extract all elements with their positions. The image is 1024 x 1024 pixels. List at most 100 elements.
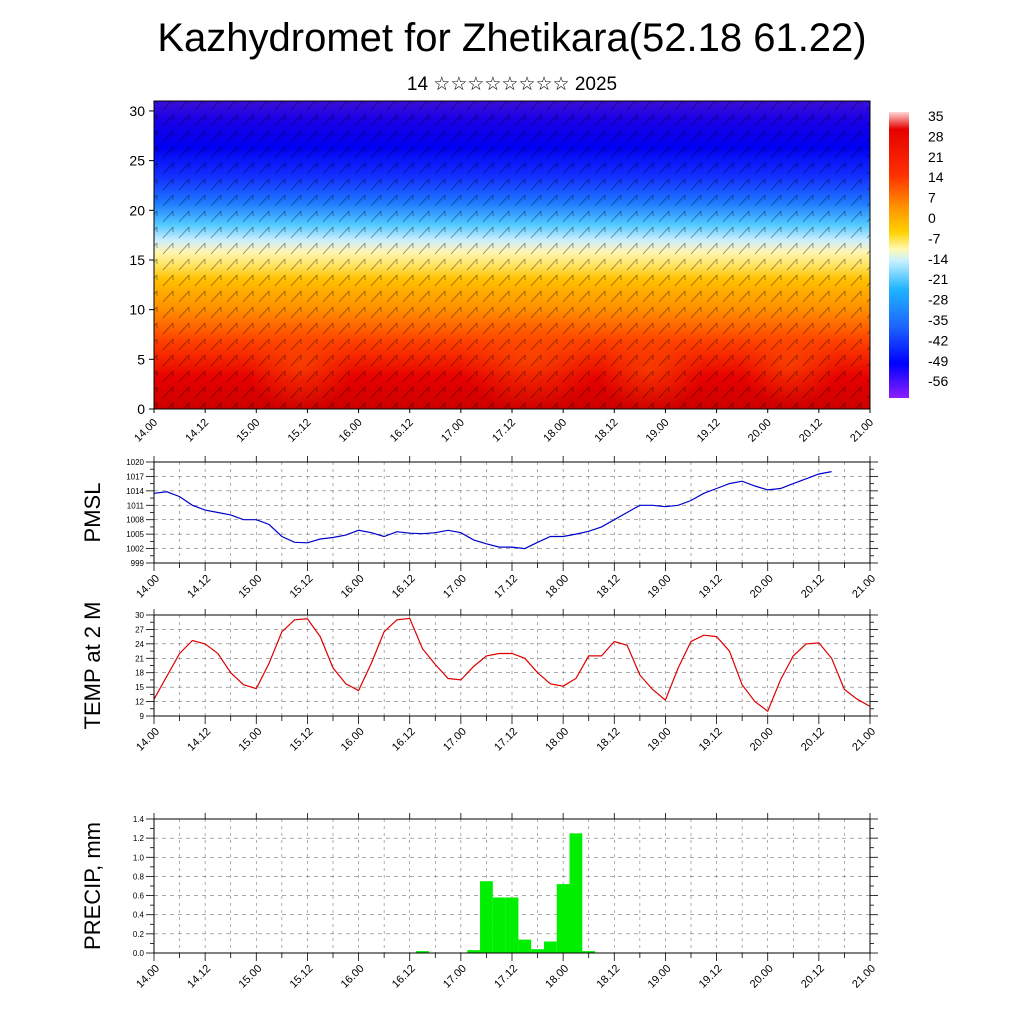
x-tick-label: 19.12 [697,573,725,601]
x-tick-label: 17.00 [441,573,469,601]
x-tick-label: 19.00 [646,573,674,601]
y-tick-label: 21 [135,654,144,663]
x-tick-label: 16.00 [339,963,367,991]
cross-section-x-axis: 14.00 14.12 15.00 15.12 16.00 16.12 17.00 17.12… [132,409,876,445]
x-tick-label: 17.12 [492,726,520,754]
y-tick-label: 0.4 [133,911,145,920]
y-tick-label: 15 [129,252,145,268]
y-tick-label: 5 [137,351,145,367]
y-axis-title: TEMP at 2 M [80,602,105,730]
precip-bar [531,949,544,953]
colorbar-label: -7 [928,230,941,246]
x-tick-label: 16.00 [339,573,367,601]
colorbar-label: -42 [928,332,948,348]
y-tick-label: 1.4 [133,815,145,824]
precip-panel: 0.0 0.2 0.4 0.6 0.8 1.0 1.2 1.4 14.00 14.12 15.00 1… [80,813,878,991]
x-tick-label: 14.12 [183,417,211,445]
precip-bar [416,951,429,953]
colorbar-label: -56 [928,373,948,389]
x-tick-label: 18.12 [594,573,622,601]
colorbar-label: 7 [928,190,936,206]
cross-section-panel: 0 5 10 15 20 25 30 14.00 14.12 15.00 15.12 16.00 16… [129,100,876,445]
precip-bar [569,833,583,953]
y-tick-label: 25 [129,153,145,169]
y-tick-label: 30 [129,103,145,119]
x-tick-label: 15.00 [234,417,262,445]
x-tick-label: 18.00 [543,573,571,601]
colorbar-label: -35 [928,312,948,328]
chart-title: Kazhydromet for Zhetikara(52.18 61.22) [157,16,867,60]
x-tick-label: 20.00 [748,726,776,754]
x-tick-label: 16.00 [339,726,367,754]
y-tick-label: 0 [137,401,145,417]
x-tick-label: 21.00 [850,573,878,601]
x-tick-label: 14.00 [132,417,160,445]
x-tick-label: 17.12 [492,963,520,991]
precip-bar [505,897,519,953]
x-tick-label: 18.12 [594,726,622,754]
y-axis-title: PMSL [80,483,105,543]
pmsl-series-line [153,471,832,550]
y-tick-label: 0.8 [133,872,145,881]
x-tick-label: 19.00 [646,726,674,754]
y-tick-label: 1.0 [133,853,145,862]
y-tick-label: 0.0 [133,949,145,958]
y-tick-label: 9 [140,712,145,721]
x-tick-label: 16.00 [337,417,365,445]
y-tick-label: 1017 [126,472,144,481]
x-tick-label: 17.12 [492,573,520,601]
precip-bar [518,939,532,953]
x-tick-label: 20.00 [748,963,776,991]
cross-section-y-axis: 0 5 10 15 20 25 30 [129,103,154,417]
colorbar-label: 35 [928,108,944,124]
colorbar-label: 14 [928,169,944,185]
y-tick-label: 18 [135,669,144,678]
x-tick-label: 18.00 [543,726,571,754]
temp-panel: 9 12 15 18 21 24 27 30 14.00 14.12 15.00 15.12 16.00… [80,602,878,754]
precip-bar [582,951,596,953]
y-tick-label: 12 [135,698,144,707]
y-tick-label: 24 [135,640,144,649]
x-tick-label: 14.12 [185,726,213,754]
x-tick-label: 20.12 [799,963,827,991]
y-tick-label: 20 [129,202,145,218]
x-tick-label: 18.00 [541,417,569,445]
y-tick-label: 0.2 [133,930,145,939]
precip-bar [480,881,493,953]
x-tick-label: 17.00 [439,417,467,445]
x-tick-label: 14.12 [185,963,213,991]
y-tick-label: 1011 [127,501,145,510]
x-tick-label: 18.12 [594,963,622,991]
x-tick-label: 21.00 [850,963,878,991]
colorbar-label: -14 [928,251,948,267]
colorbar-label: -21 [928,271,948,287]
x-tick-label: 21.00 [850,726,878,754]
x-tick-label: 14.00 [134,726,162,754]
temp-series-line [153,617,871,713]
x-tick-label: 21.00 [848,417,876,445]
x-tick-label: 18.00 [543,963,571,991]
x-tick-label: 20.12 [797,417,825,445]
x-tick-label: 19.12 [697,726,725,754]
precip-bar [556,884,570,953]
x-tick-label: 18.12 [592,417,620,445]
precip-bar [543,941,557,953]
x-tick-label: 16.12 [390,726,418,754]
colorbar-label: 0 [928,210,936,226]
x-tick-label: 19.00 [644,417,672,445]
x-tick-label: 19.12 [697,963,725,991]
y-tick-label: 10 [129,302,145,318]
x-tick-label: 20.12 [799,726,827,754]
y-tick-label: 1005 [126,530,144,539]
colorbar-label: 21 [928,149,944,165]
y-tick-label: 1002 [126,545,144,554]
x-tick-label: 16.12 [388,417,416,445]
x-tick-label: 20.00 [748,573,776,601]
colorbar: 35 28 21 14 7 0 -7 -14 -21 -28 -35 -42 -49 -56 [889,108,948,398]
x-tick-label: 15.12 [288,963,316,991]
x-tick-label: 16.12 [390,573,418,601]
colorbar-label: -49 [928,353,948,369]
y-tick-label: 1020 [126,458,144,467]
x-tick-label: 15.12 [286,417,314,445]
x-tick-label: 19.00 [646,963,674,991]
